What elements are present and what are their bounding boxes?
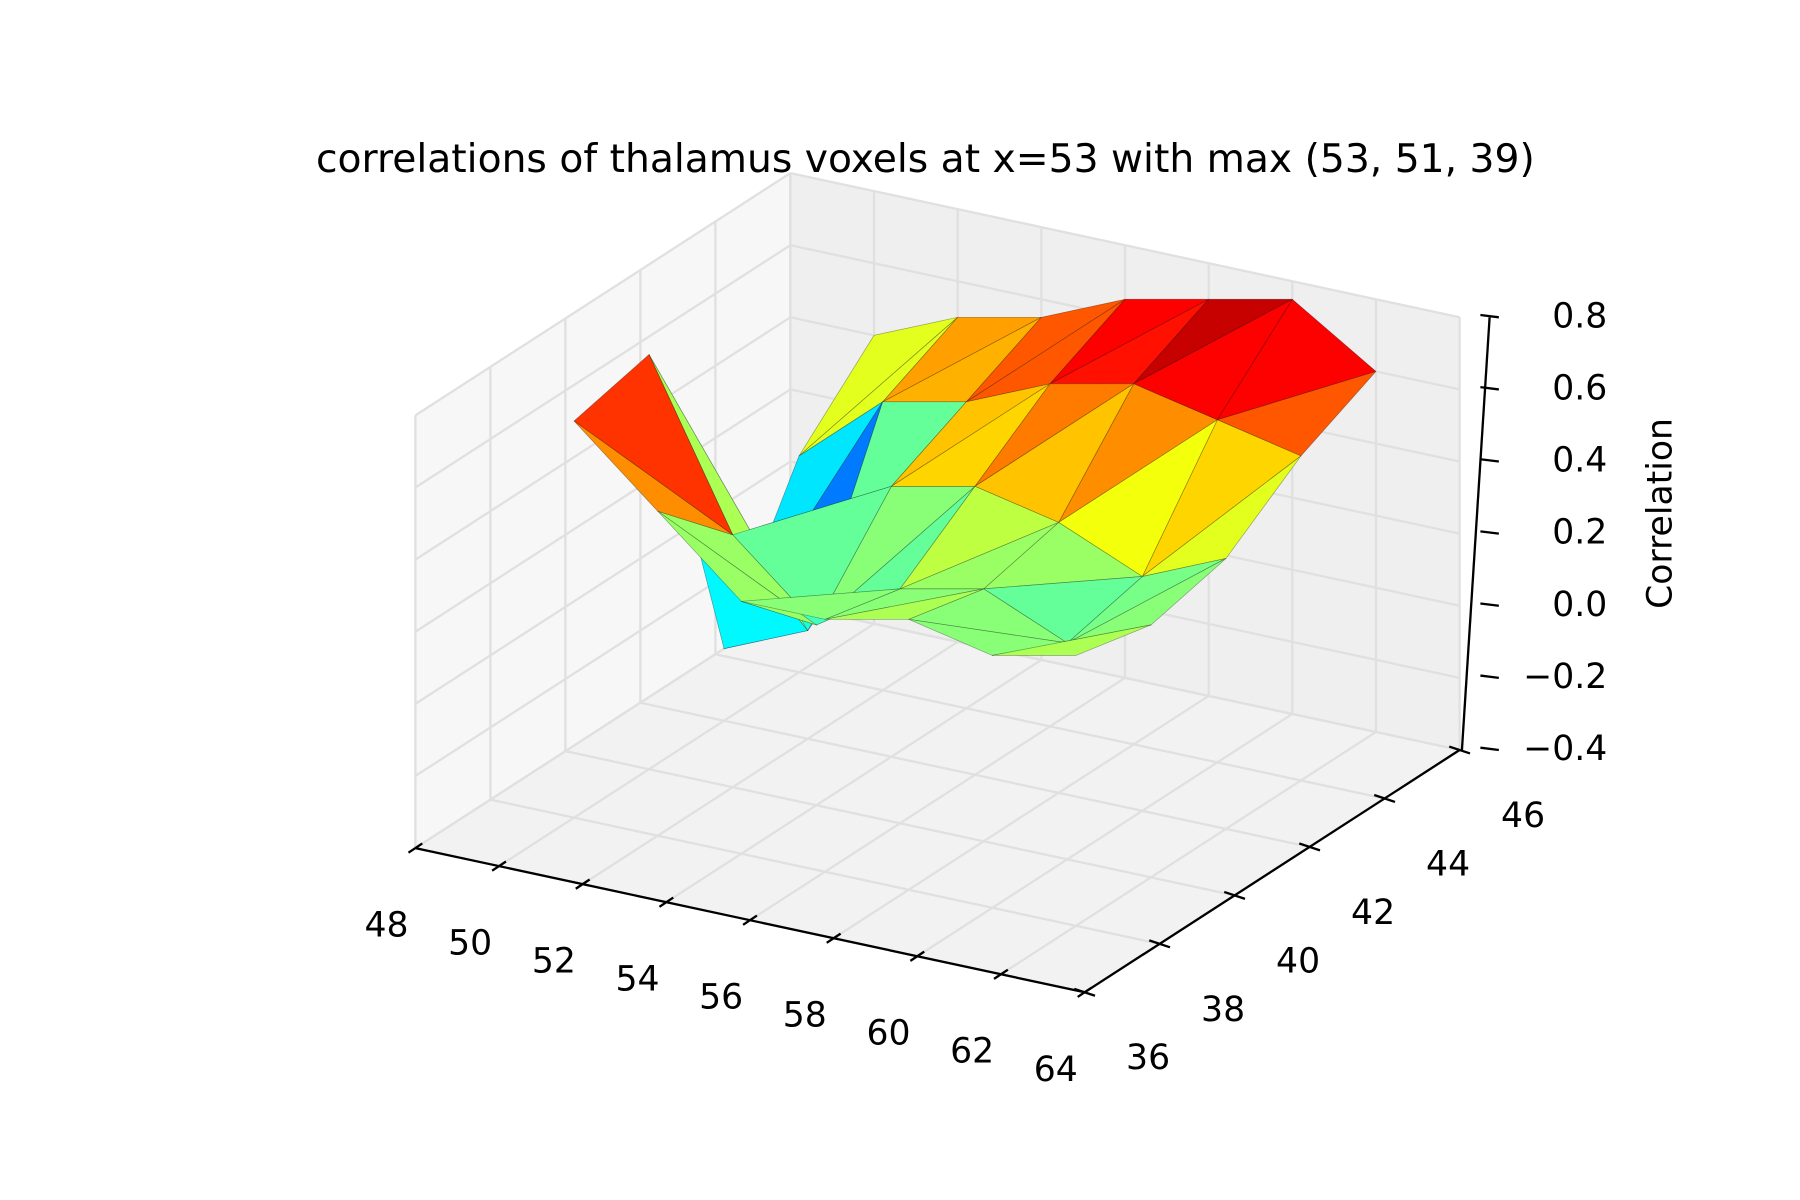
surface-facet — [657, 510, 817, 626]
grid-line — [640, 701, 1310, 849]
z-tick — [1480, 458, 1499, 463]
grid-line — [414, 172, 792, 417]
z-tick — [1480, 313, 1499, 319]
z-tick-label: 0.6 — [1552, 368, 1607, 408]
y-axis-line — [1083, 749, 1461, 994]
y-tick-label: 46 — [1501, 796, 1545, 836]
z-tick — [1480, 530, 1499, 535]
grid-line — [498, 622, 875, 868]
z-tick-label: −0.4 — [1523, 729, 1607, 769]
z-tick — [1480, 674, 1499, 680]
grid-line — [414, 244, 792, 489]
x-axis-line — [415, 846, 1085, 994]
z-tick-label: −0.2 — [1523, 657, 1607, 697]
surface-facet — [991, 624, 1152, 656]
y-tick-label: 38 — [1201, 990, 1245, 1030]
x-tick-label: 62 — [950, 1032, 994, 1072]
z-tick-label: 0.8 — [1552, 296, 1607, 336]
x-tick-label: 64 — [1034, 1050, 1078, 1090]
x-tick-label: 50 — [448, 924, 492, 964]
y-tick-label: 42 — [1351, 893, 1395, 933]
y-tick-label: 36 — [1126, 1038, 1170, 1078]
x-tick-label: 60 — [866, 1014, 910, 1054]
grid-line — [749, 676, 1126, 922]
z-tick — [1480, 385, 1499, 391]
x-tick-label: 54 — [615, 960, 659, 1000]
grid-line — [715, 653, 1385, 800]
y-tick-label: 40 — [1276, 941, 1320, 981]
surface-facet — [573, 420, 734, 536]
x-tick-label: 58 — [783, 996, 827, 1036]
grid-line — [665, 658, 1042, 904]
x-tick-label: 52 — [532, 942, 576, 982]
z-tick-label: 0.0 — [1552, 585, 1607, 625]
surface — [573, 298, 1377, 656]
surface-facet — [741, 588, 901, 620]
axes: 48 50 52 54 56 58 60 62 64 36 38 40 42 44 46 −0.4 −0.2 0.… — [365, 296, 1608, 1089]
grid-line — [916, 712, 1293, 958]
z-tick — [1480, 602, 1499, 607]
chart-title: correlations of thalamus voxels at x=53 … — [316, 137, 1535, 182]
y-tick-label: 44 — [1426, 844, 1470, 884]
grid-line — [1000, 731, 1377, 976]
grid-line — [582, 640, 959, 886]
grid-line — [790, 604, 1460, 752]
z-axis-line — [1460, 317, 1491, 751]
z-tick-label: 0.4 — [1552, 441, 1607, 481]
grid-line — [790, 171, 1460, 319]
grid-line — [565, 750, 1235, 897]
x-tick-label: 48 — [365, 906, 409, 946]
z-axis-label: Correlation — [1641, 418, 1681, 609]
z-tick-label: 0.2 — [1552, 513, 1607, 553]
grid-line — [490, 798, 1160, 945]
grid-line — [833, 694, 1210, 940]
grid-line — [414, 388, 792, 633]
x-tick-label: 56 — [699, 978, 743, 1018]
z-tick — [1480, 746, 1499, 752]
surface-facet — [824, 588, 984, 620]
